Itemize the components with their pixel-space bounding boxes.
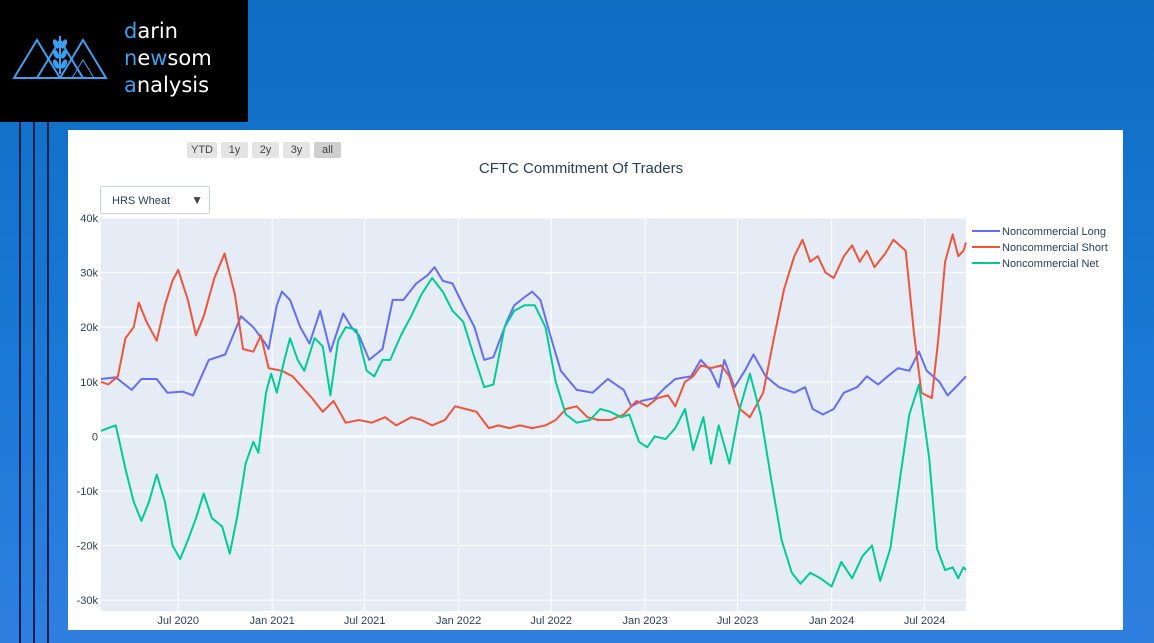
logo-word: nalysis bbox=[136, 73, 210, 97]
y-tick-label: 30k bbox=[80, 268, 98, 280]
decorative-line bbox=[47, 122, 49, 643]
decorative-line bbox=[33, 122, 35, 643]
range-button-1y[interactable]: 1y bbox=[221, 142, 248, 158]
y-tick-label: -20k bbox=[77, 541, 99, 553]
series-line-noncommercial-short bbox=[100, 233, 967, 430]
x-tick-label: Jul 2022 bbox=[530, 615, 572, 627]
legend-label-noncommercial-net: Noncommercial Net bbox=[1002, 258, 1099, 270]
legend-label-noncommercial-short: Noncommercial Short bbox=[1002, 242, 1108, 254]
logo-text: darin newsom analysis bbox=[124, 18, 212, 99]
dropdown-selected-label: HRS Wheat bbox=[112, 195, 171, 207]
logo-letter: a bbox=[124, 73, 137, 97]
y-tick-label: 20k bbox=[80, 322, 98, 334]
logo-letter: e bbox=[137, 46, 151, 70]
logo-word: som bbox=[167, 46, 212, 70]
y-tick-label: -30k bbox=[77, 595, 99, 607]
range-button-3y[interactable]: 3y bbox=[283, 142, 310, 158]
x-tick-label: Jul 2021 bbox=[344, 615, 386, 627]
legend-label-noncommercial-long: Noncommercial Long bbox=[1002, 226, 1106, 238]
triangle-down-icon: ▼ bbox=[191, 193, 203, 207]
x-tick-label: Jul 2023 bbox=[717, 615, 759, 627]
logo-letter: n bbox=[124, 46, 138, 70]
triangle-wheat-logo-icon bbox=[12, 36, 108, 79]
logo-word: arin bbox=[137, 19, 178, 43]
y-tick-label: -10k bbox=[77, 486, 99, 498]
x-tick-label: Jan 2022 bbox=[436, 615, 481, 627]
y-tick-label: 40k bbox=[80, 213, 98, 225]
y-tick-label: 0 bbox=[92, 431, 98, 443]
series-line-noncommercial-net bbox=[100, 277, 967, 588]
x-tick-label: Jan 2023 bbox=[623, 615, 668, 627]
logo-letter: w bbox=[150, 46, 168, 70]
logo-area: darin newsom analysis bbox=[0, 0, 248, 122]
decorative-line bbox=[19, 122, 21, 643]
range-button-all[interactable]: all bbox=[314, 142, 341, 158]
chart-title: CFTC Commitment Of Traders bbox=[478, 160, 684, 177]
series-line-noncommercial-long bbox=[100, 266, 967, 416]
range-button-ytd[interactable]: YTD bbox=[187, 142, 217, 158]
x-tick-label: Jul 2024 bbox=[904, 615, 946, 627]
range-button-2y[interactable]: 2y bbox=[252, 142, 279, 158]
y-tick-label: 10k bbox=[80, 377, 98, 389]
x-tick-label: Jan 2021 bbox=[250, 615, 295, 627]
commodity-dropdown[interactable]: HRS Wheat ▼ bbox=[100, 186, 210, 214]
x-tick-label: Jan 2024 bbox=[809, 615, 854, 627]
logo-letter: d bbox=[124, 19, 138, 43]
x-tick-label: Jul 2020 bbox=[157, 615, 199, 627]
